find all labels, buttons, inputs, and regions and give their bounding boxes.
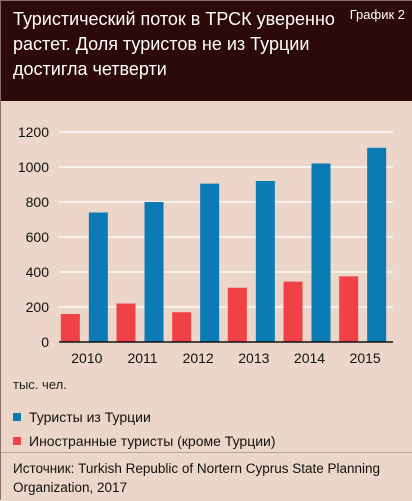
bar-turkey-2014 [311,163,331,342]
x-tick-label-2011: 2011 [127,350,157,366]
x-tick-label-2015: 2015 [350,350,381,366]
y-tick-label-600: 600 [26,229,50,245]
x-tick-label-2012: 2012 [183,350,214,366]
bar-foreign-2014 [283,281,303,342]
y-axis-unit: тыс. чел. [13,377,67,392]
chart-title: Туристический поток в ТРСК уверенно раст… [13,9,335,79]
bar-turkey-2012 [200,183,220,342]
bar-turkey-2015 [367,147,387,342]
bar-chart: 0 200 400 600 800 1000 1200 2010 2011 2012 2013 201… [18,124,393,366]
bar-foreign-2010 [60,314,80,342]
y-tick-label-1000: 1000 [18,159,49,175]
x-tick-label-2014: 2014 [294,350,325,366]
bar-turkey-2010 [88,212,108,342]
y-tick-label-400: 400 [26,264,50,280]
legend-swatch-foreign [13,437,21,445]
figure-label: График 2 [349,7,405,22]
bar-foreign-2015 [339,276,359,342]
y-tick-label-1200: 1200 [18,124,49,140]
legend-label-turkey: Туристы из Турции [29,409,151,425]
y-tick-label-800: 800 [26,194,50,210]
x-tick-label-2010: 2010 [71,350,102,366]
source-text: Источник: Turkish Republic of Nortern Cy… [13,461,381,495]
legend-swatch-turkey [13,413,21,421]
legend-item-foreign: Иностранные туристы (кроме Турции) [13,429,276,453]
y-tick-label-200: 200 [26,299,50,315]
legend: Туристы из Турции Иностранные туристы (к… [13,405,276,453]
source-footer: Источник: Turkish Republic of Nortern Cy… [1,452,412,501]
bar-foreign-2011 [116,303,136,342]
legend-item-turkey: Туристы из Турции [13,405,276,429]
bar-foreign-2013 [227,287,247,342]
bar-foreign-2012 [172,312,192,342]
bar-turkey-2011 [144,202,164,342]
bar-turkey-2013 [255,181,275,342]
y-tick-label-0: 0 [41,334,49,350]
legend-label-foreign: Иностранные туристы (кроме Турции) [29,433,276,449]
chart-header: Туристический поток в ТРСК уверенно раст… [1,1,412,101]
x-tick-label-2013: 2013 [238,350,269,366]
